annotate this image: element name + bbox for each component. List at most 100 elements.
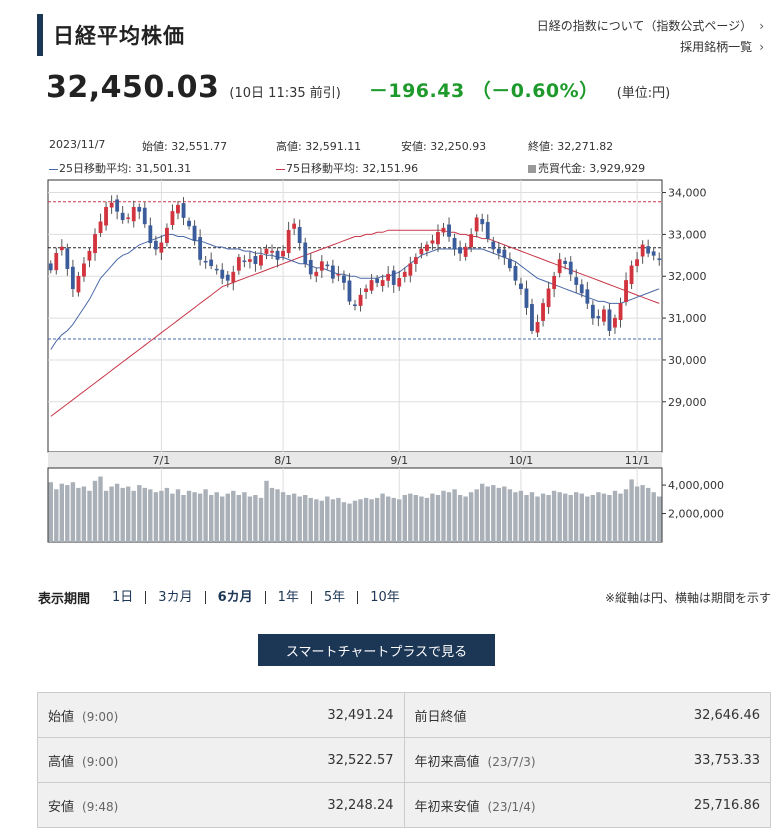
volume-bar: [175, 489, 181, 542]
legend-ma75: 75日移動平均: 32,151.96: [276, 160, 418, 176]
candle: [458, 247, 462, 254]
volume-bar: [253, 495, 258, 542]
candle: [319, 261, 324, 271]
candle: [485, 222, 490, 239]
volume-bar: [303, 495, 308, 542]
candle: [613, 317, 617, 328]
candle: [447, 224, 451, 237]
volume-bar: [618, 493, 623, 542]
stat-cell: 年初来安値 (23/1/4) 25,716.86: [403, 782, 771, 828]
candle: [552, 275, 557, 290]
candle: [629, 265, 634, 285]
candle: [247, 259, 252, 262]
volume-bar: [374, 497, 380, 542]
candle: [187, 220, 191, 227]
volume-bar: [397, 499, 402, 542]
period-option-6m[interactable]: 6カ月: [204, 591, 265, 604]
candle: [98, 221, 103, 233]
candle: [574, 277, 579, 285]
candle: [59, 246, 64, 251]
volume-bar: [546, 495, 551, 542]
period-option-5y[interactable]: 5年: [310, 591, 357, 604]
index-info-link[interactable]: 日経の指数について（指数公式ページ） ›: [537, 16, 764, 37]
volume-bar: [568, 495, 573, 542]
volume-bar: [197, 493, 203, 542]
volume-bar: [402, 495, 407, 542]
candle: [270, 250, 274, 253]
candle: [253, 255, 258, 264]
period-label: 表示期間: [38, 592, 91, 607]
volume-bar: [92, 480, 98, 542]
stat-cell: 年初来高値 (23/7/3) 33,753.33: [403, 737, 771, 783]
volume-bar: [275, 489, 280, 542]
y-tick-label: 33,000: [668, 228, 707, 241]
volume-bar: [435, 495, 441, 542]
volume-bar: [286, 495, 291, 542]
candle: [646, 246, 651, 254]
smart-chart-button[interactable]: スマートチャートプラスで見る: [258, 634, 495, 666]
period-selector: 表示期間 1日 3カ月 6カ月 1年 5年 10年: [38, 588, 412, 607]
period-option-10y[interactable]: 10年: [357, 591, 412, 604]
candle: [436, 232, 440, 245]
candle: [131, 206, 136, 222]
candle: [236, 257, 241, 271]
volume-bar: [59, 483, 64, 542]
candle: [502, 249, 507, 258]
unit-label: (単位:円): [616, 86, 671, 101]
candle: [54, 252, 59, 271]
volume-bar: [485, 486, 490, 542]
candle: [137, 206, 142, 212]
candle: [259, 255, 263, 266]
ma75-line-icon: [276, 168, 285, 170]
candle: [452, 237, 457, 250]
period-option-1d[interactable]: 1日: [112, 590, 134, 605]
stat-value: 32,491.24: [327, 707, 394, 723]
volume-bar: [264, 480, 269, 542]
candle: [286, 229, 291, 254]
volume-bar: [186, 490, 192, 542]
volume-bar: [391, 497, 396, 542]
volume-bar: [164, 487, 170, 542]
volume-bar: [109, 486, 114, 542]
chevron-right-icon: ›: [759, 19, 764, 33]
candle: [602, 309, 606, 322]
candle: [336, 273, 341, 276]
stat-value: 33,753.33: [693, 752, 760, 768]
volume-bar: [54, 489, 59, 542]
table-row: 安値 (9:48) 32,248.24 年初来安値 (23/1/4) 25,716.86: [37, 782, 771, 828]
volume-bar: [646, 487, 651, 542]
volume-bar: [468, 492, 474, 542]
candle: [214, 268, 219, 271]
page-title: 日経平均株価: [53, 24, 185, 48]
candle: [115, 199, 120, 212]
axis-note: ※縦軸は円、横軸は期間を示す: [604, 591, 771, 605]
candle: [507, 258, 512, 269]
candle: [535, 322, 540, 333]
top-links: 日経の指数について（指数公式ページ） › 採用銘柄一覧 ›: [537, 16, 764, 58]
volume-bar: [87, 490, 92, 542]
candle: [198, 237, 203, 260]
constituents-link[interactable]: 採用銘柄一覧 ›: [537, 37, 764, 58]
candle: [314, 271, 319, 277]
chevron-right-icon: ›: [759, 40, 764, 54]
quote-row: 32,450.03 (10日 11:35 前引) －196.43 （－0.60%…: [46, 70, 670, 105]
ohlc-close: 終値: 32,271.82: [528, 140, 614, 153]
volume-bar: [513, 492, 518, 542]
period-option-3m[interactable]: 3カ月: [145, 591, 204, 604]
table-row: 高値 (9:00) 32,522.57 年初来高値 (23/7/3) 33,753.33: [37, 737, 771, 783]
x-tick-label: 7/1: [153, 454, 171, 467]
period-option-1y[interactable]: 1年: [264, 591, 311, 604]
volume-bar: [419, 496, 424, 542]
volume-bar: [308, 497, 313, 542]
volume-bar: [76, 487, 81, 542]
candle: [369, 280, 374, 291]
candle: [308, 260, 313, 275]
volume-bar: [457, 495, 463, 542]
candle: [209, 259, 214, 267]
volume-bar: [242, 492, 247, 542]
candle: [618, 303, 623, 320]
stat-cell: 高値 (9:00) 32,522.57: [37, 737, 405, 783]
candle: [109, 202, 114, 208]
volume-bar: [634, 486, 640, 542]
candle: [557, 259, 562, 274]
